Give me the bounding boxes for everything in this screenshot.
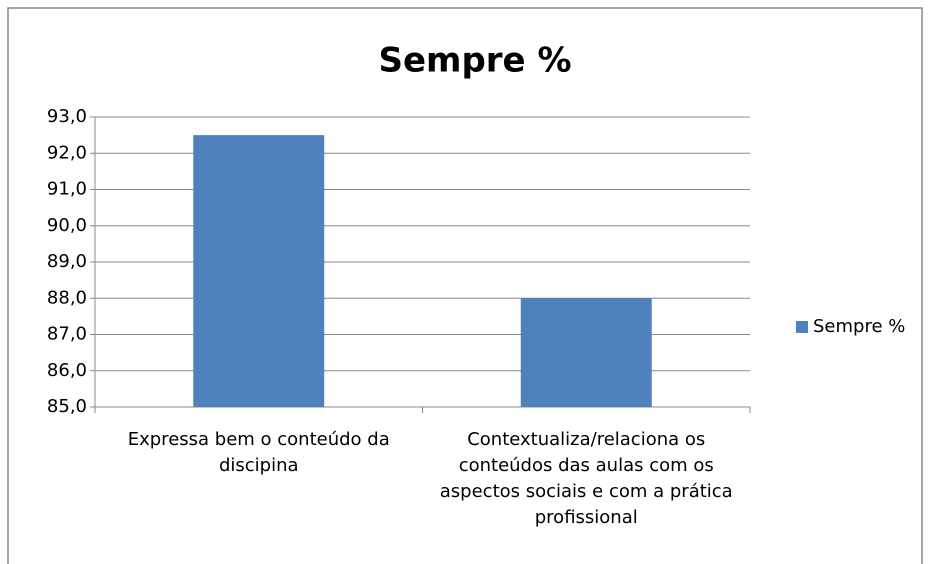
y-tick-label: 85,0 bbox=[47, 396, 87, 417]
bar bbox=[520, 298, 652, 407]
bar bbox=[193, 135, 325, 407]
y-tick-label: 90,0 bbox=[47, 215, 87, 236]
y-tick-label: 92,0 bbox=[47, 142, 87, 163]
y-tick-label: 91,0 bbox=[47, 179, 87, 200]
x-tick-label: Expressa bem o conteúdo da discipina bbox=[127, 429, 390, 476]
legend-label: Sempre % bbox=[813, 316, 905, 337]
y-tick-label: 88,0 bbox=[47, 287, 87, 308]
chart-frame bbox=[7, 7, 923, 564]
chart-title: Sempre % bbox=[378, 41, 571, 81]
legend-swatch bbox=[796, 321, 808, 333]
y-tick-label: 86,0 bbox=[47, 360, 87, 381]
y-tick-label: 93,0 bbox=[47, 106, 87, 127]
x-tick-label: Contextualiza/relaciona os conteúdos das… bbox=[439, 429, 733, 528]
y-tick-label: 89,0 bbox=[47, 251, 87, 272]
y-tick-label: 87,0 bbox=[47, 324, 87, 345]
